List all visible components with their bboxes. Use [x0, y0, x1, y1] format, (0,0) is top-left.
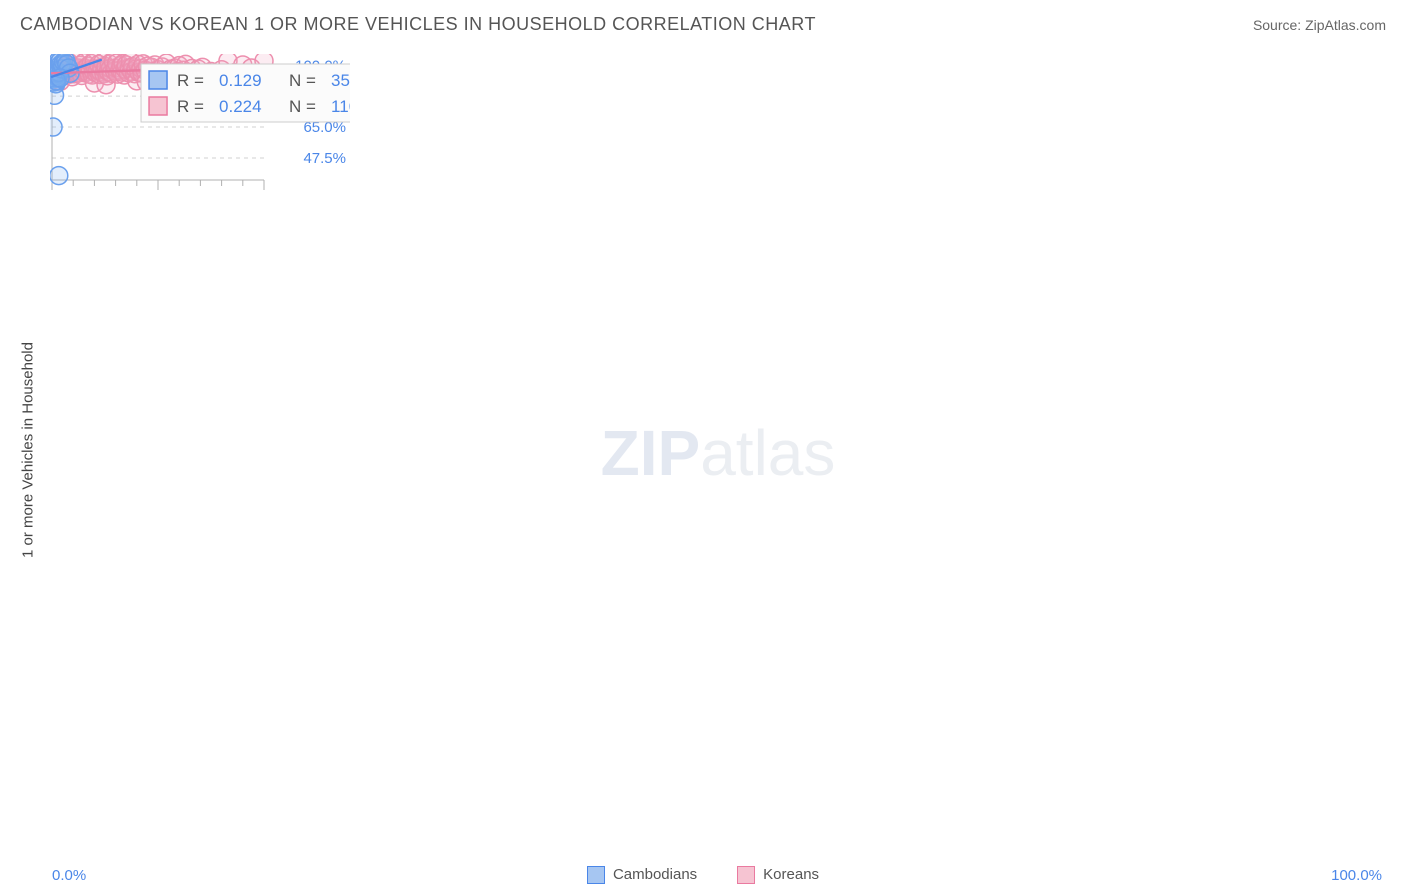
chart-header: CAMBODIAN VS KOREAN 1 OR MORE VEHICLES I… — [0, 0, 1406, 45]
svg-text:47.5%: 47.5% — [303, 150, 346, 167]
svg-text:116: 116 — [331, 97, 350, 116]
legend-item: Cambodians — [587, 866, 697, 884]
scatter-plot: 47.5%65.0%82.5%100.0%R =0.129N =35R =0.2… — [50, 54, 350, 204]
legend-swatch — [737, 866, 755, 884]
svg-text:R =: R = — [177, 97, 204, 116]
source-value: ZipAtlas.com — [1305, 17, 1386, 33]
watermark-atlas: atlas — [700, 417, 835, 489]
chart-area: 47.5%65.0%82.5%100.0%R =0.129N =35R =0.2… — [50, 54, 1386, 852]
watermark-zip: ZIP — [601, 417, 701, 489]
legend-item: Koreans — [737, 866, 819, 884]
chart-title: CAMBODIAN VS KOREAN 1 OR MORE VEHICLES I… — [20, 14, 816, 35]
svg-text:0.129: 0.129 — [219, 71, 262, 90]
source-label: Source: — [1253, 17, 1305, 33]
legend-swatch — [587, 866, 605, 884]
svg-text:35: 35 — [331, 71, 350, 90]
legend-label: Koreans — [763, 866, 819, 883]
bottom-legend: Cambodians Koreans — [0, 866, 1406, 884]
svg-text:N =: N = — [289, 71, 316, 90]
svg-text:0.224: 0.224 — [219, 97, 262, 116]
legend-label: Cambodians — [613, 866, 697, 883]
y-axis-label: 1 or more Vehicles in Household — [20, 342, 37, 558]
chart-source: Source: ZipAtlas.com — [1253, 17, 1386, 33]
watermark: ZIPatlas — [601, 416, 836, 490]
svg-text:R =: R = — [177, 71, 204, 90]
svg-text:N =: N = — [289, 97, 316, 116]
